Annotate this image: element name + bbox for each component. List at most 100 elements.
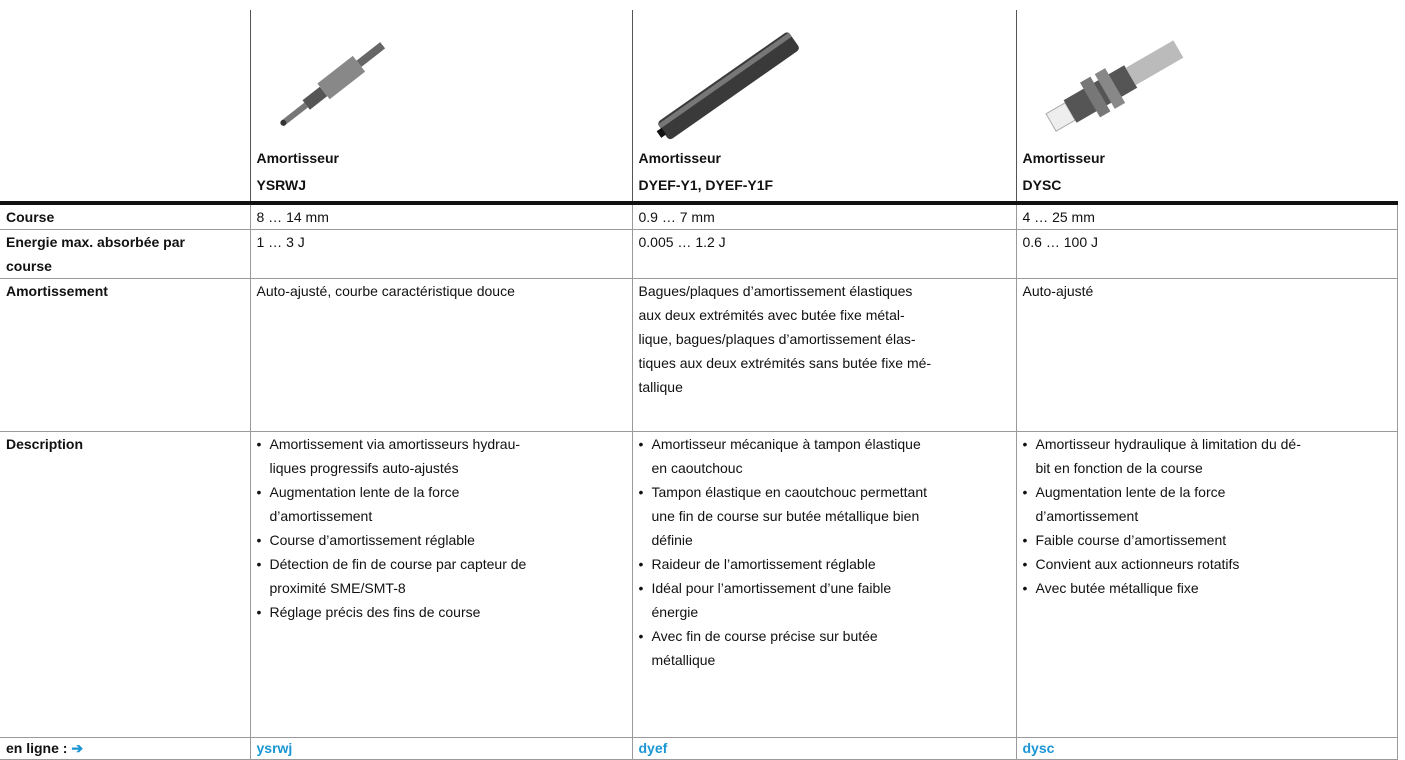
text-line: d’amortissement [1035,508,1139,524]
product-model: DYEF-Y1, DYEF-Y1F [638,177,774,193]
row-label-cell: Energie max. absorbée par course [0,229,251,279]
row-label: Course [6,209,55,225]
text-line: Amortisseur hydraulique à limitation du … [1035,436,1301,452]
bullet-item: Amortisseur mécanique à tampon élastique… [639,432,1010,480]
product-link[interactable]: ysrwj [256,740,293,756]
value-cell: 1 … 3 J [249,229,633,279]
bullet-list: Amortisseur hydraulique à limitation du … [1023,432,1391,600]
product-model: YSRWJ [256,177,307,193]
text-line: d’amortissement [269,508,373,524]
text-line: Augmentation lente de la force [1035,484,1226,500]
text-line: proximité SME/SMT-8 [269,580,406,596]
text-line: aux deux extrémités avec butée fixe méta… [638,307,905,323]
text-line: bit en fonction de la course [1035,460,1203,476]
text-line: Convient aux actionneurs rotatifs [1035,556,1240,572]
product-image [1044,40,1183,132]
text-line: Amortisseur mécanique à tampon élastique [651,436,921,452]
value-cell: Amortisseur mécanique à tampon élastique… [631,431,1017,738]
text-line: liques progressifs auto-ajustés [269,460,459,476]
value-cell: 4 … 25 mm [1015,202,1398,230]
empty-cell [0,10,250,203]
product-cell: Amortisseur DYSC [1015,10,1397,203]
product-cell: Amortisseur DYEF-Y1, DYEF-Y1F [631,10,1016,203]
text-line: 0.9 … 7 mm [638,209,715,225]
text-line: Course d’amortissement réglable [269,532,475,548]
value-cell: Bagues/plaques d’amortissement élastique… [631,278,1017,432]
bullet-item: Course d’amortissement réglable [257,528,626,552]
text-line: tiques aux deux extrémités sans butée fi… [638,355,932,371]
text-line: 0.6 … 100 J [1022,234,1099,250]
text-line: définie [651,532,693,548]
bullet-item: Idéal pour l’amortissement d’une faible é… [639,576,1010,624]
product-cell: Amortisseur YSRWJ [249,10,632,203]
footer-label-cell: en ligne : ➔ [0,737,251,760]
bullet-item: Tampon élastique en caoutchouc permettan… [639,480,1010,552]
bullet-list: Amortisseur mécanique à tampon élastique… [639,432,1010,672]
product-image [656,32,799,140]
row-label: Description [6,436,84,452]
product-image [279,42,385,126]
product-name: Amortisseur [256,150,339,166]
text-line: 4 … 25 mm [1022,209,1095,225]
bullet-item: Avec butée métallique fixe [1023,576,1391,600]
table-row: Course 8 … 14 mm 0.9 … 7 mm 4 … 25 mm [0,202,1398,230]
text-line: tallique [638,379,683,395]
text-line: 8 … 14 mm [256,209,329,225]
row-label: Energie max. absorbée par course [6,234,185,274]
text-line: Amortissement via amortisseurs hydrau- [269,436,521,452]
text-line: Idéal pour l’amortissement d’une faible [651,580,892,596]
text-line: Bagues/plaques d’amortissement élastique… [638,283,913,299]
product-name: Amortisseur [1022,150,1105,166]
text-line: Raideur de l’amortissement réglable [651,556,876,572]
bullet-item: Augmentation lente de la force d’amortiss… [257,480,626,528]
text-line: une fin de course sur butée métallique b… [651,508,920,524]
text-line: 1 … 3 J [256,234,305,250]
row-label-cell: Amortissement [0,278,251,432]
link-cell: ysrwj [249,737,633,760]
row-label-cell: Course [0,202,251,230]
footer-label: en ligne : [6,740,68,756]
bullet-item: Avec fin de course précise sur butée méta… [639,624,1010,672]
text-line: en caoutchouc [651,460,743,476]
text-line: lique, bagues/plaques d’amortissement él… [638,331,916,347]
value-cell: 8 … 14 mm [249,202,633,230]
value-cell: 0.6 … 100 J [1015,229,1398,279]
text-line: Augmentation lente de la force [269,484,460,500]
bullet-item: Faible course d’amortissement [1023,528,1391,552]
table: Amortisseur YSRWJ Amortisseur DYEF-Y1, D… [0,10,1398,760]
row-label: Amortissement [6,283,108,299]
text-line: Auto-ajusté, courbe caractéristique douc… [256,283,515,299]
row-label-cell: Description [0,431,251,738]
bullet-item: Amortissement via amortisseurs hydrau-li… [257,432,626,480]
text-line: Avec fin de course précise sur butée [651,628,878,644]
spec-table: Amortisseur YSRWJ Amortisseur DYEF-Y1, D… [0,10,1398,760]
header-row: Amortisseur YSRWJ Amortisseur DYEF-Y1, D… [0,10,1397,203]
value-cell: Auto-ajusté [1015,278,1398,432]
bullet-item: Raideur de l’amortissement réglable [639,552,1010,576]
text-line: Avec butée métallique fixe [1035,580,1199,596]
value-cell: 0.9 … 7 mm [631,202,1017,230]
value-cell: Amortisseur hydraulique à limitation du … [1015,431,1398,738]
bullet-item: Convient aux actionneurs rotatifs [1023,552,1391,576]
value-cell: Amortissement via amortisseurs hydrau-li… [249,431,633,738]
table-row: Energie max. absorbée par course 1 … 3 J 0… [0,229,1398,279]
link-cell: dysc [1015,737,1398,760]
text-line: énergie [651,604,699,620]
bullet-item: Amortisseur hydraulique à limitation du … [1023,432,1391,480]
text-line: Réglage précis des fins de course [269,604,481,620]
table-row: Description Amortissement via amortisseur… [0,431,1398,738]
text-line: Tampon élastique en caoutchouc permettan… [651,484,928,500]
product-link[interactable]: dysc [1022,740,1055,756]
table-row: Amortissement Auto-ajusté, courbe caracté… [0,278,1398,432]
bullet-item: Réglage précis des fins de course [257,600,626,624]
product-link[interactable]: dyef [638,740,668,756]
bullet-list: Amortissement via amortisseurs hydrau-li… [257,432,626,624]
footer-row: en ligne : ➔ ysrwj dyef dysc [0,737,1398,760]
link-cell: dyef [631,737,1017,760]
text-line: Faible course d’amortissement [1035,532,1227,548]
product-model: DYSC [1022,177,1062,193]
text-line: métallique [651,652,716,668]
bullet-item: Augmentation lente de la force d’amortiss… [1023,480,1391,528]
text-line: Détection de fin de course par capteur d… [269,556,527,572]
product-name: Amortisseur [638,150,721,166]
